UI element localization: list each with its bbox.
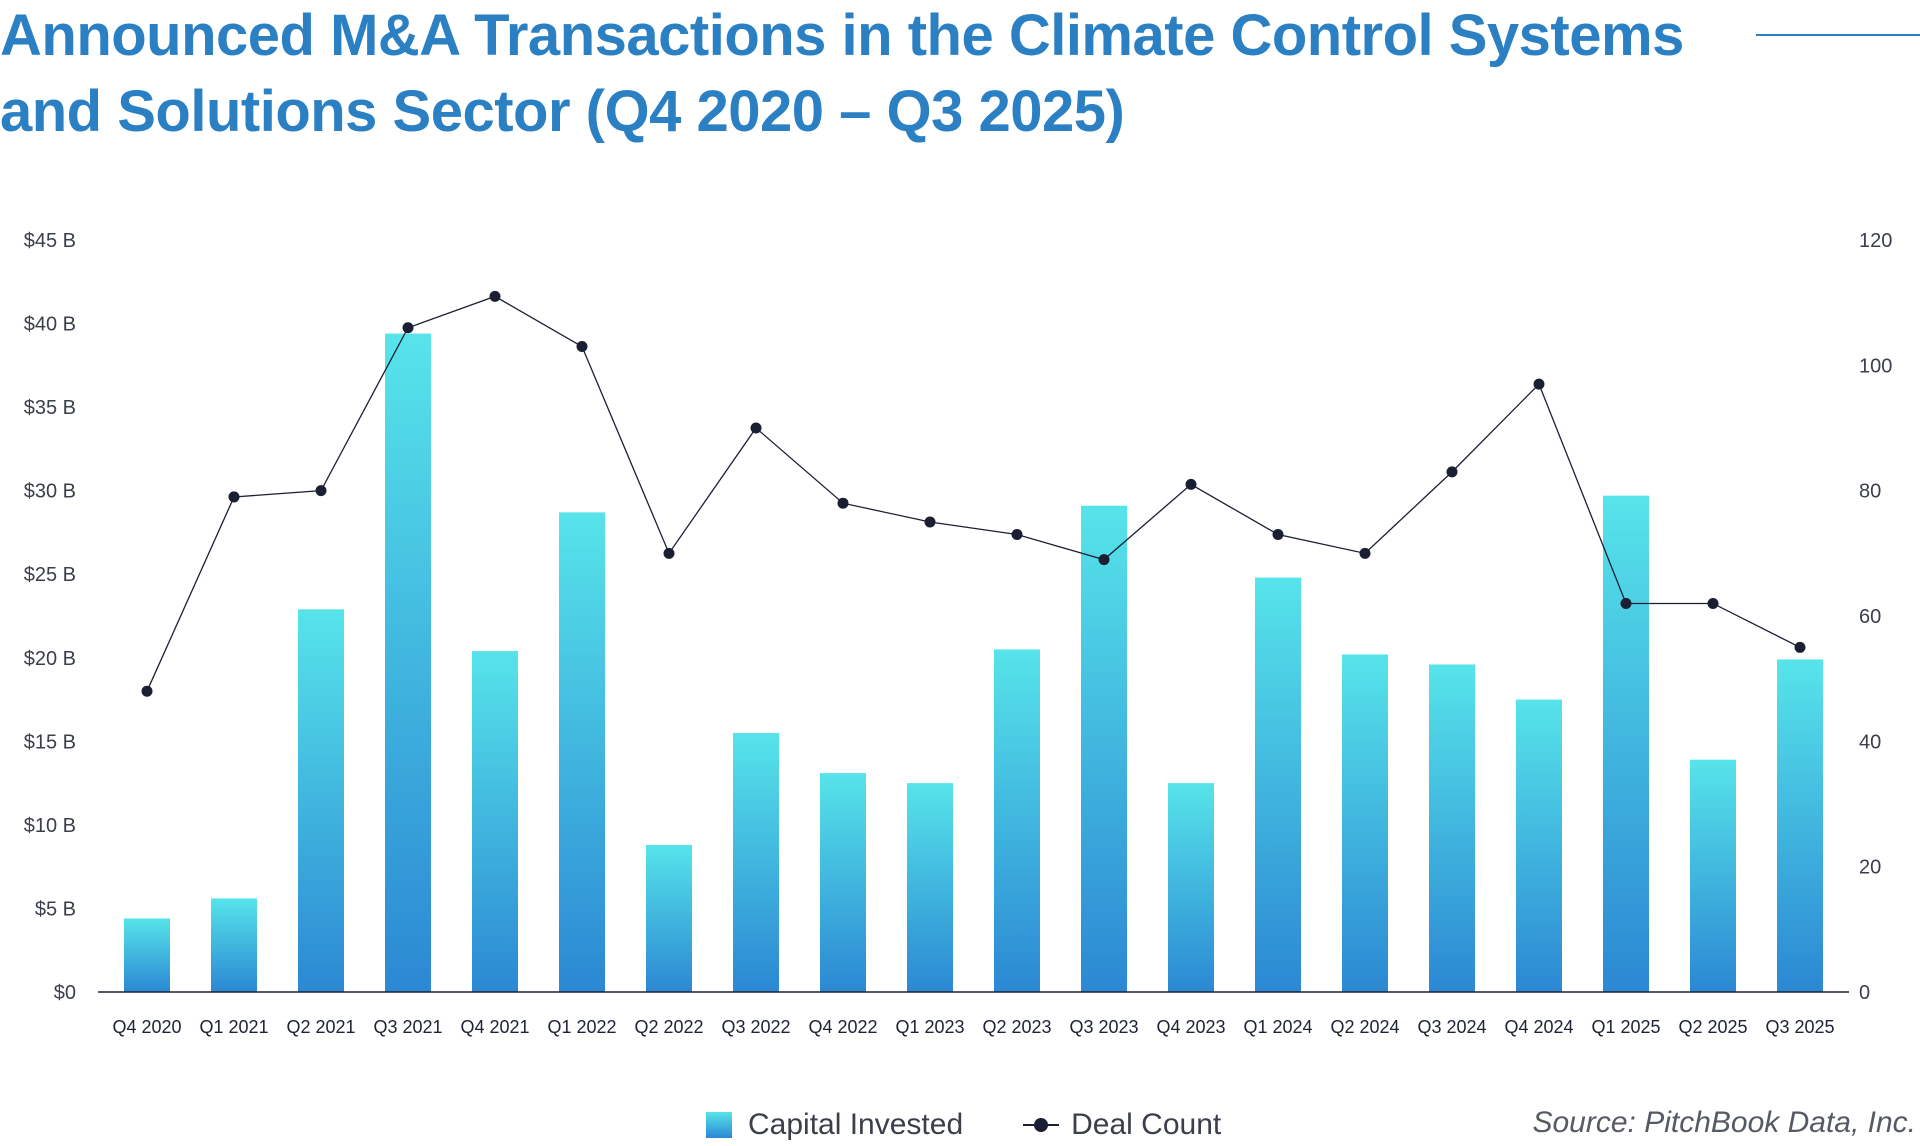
deal-count-point xyxy=(1359,547,1371,559)
deal-count-point xyxy=(1185,478,1197,490)
capital-invested-bar xyxy=(1255,577,1301,992)
left-axis-tick-label: $5 B xyxy=(35,898,76,920)
deal-count-line-group xyxy=(141,290,1806,697)
capital-invested-bar xyxy=(1603,495,1649,992)
right-axis-tick-label: 120 xyxy=(1859,230,1892,252)
deal-count-point xyxy=(141,685,153,697)
deal-count-line xyxy=(146,295,1801,692)
x-axis-tick-label: Q2 2021 xyxy=(286,1017,355,1037)
deal-count-point xyxy=(1098,554,1110,566)
x-axis-tick-label: Q1 2023 xyxy=(895,1017,964,1037)
capital-invested-bar xyxy=(733,732,779,992)
deal-count-point xyxy=(315,485,327,497)
source-note: Source: PitchBook Data, Inc. xyxy=(1532,1106,1916,1139)
deal-count-point xyxy=(228,491,240,503)
title-rule xyxy=(1756,34,1920,36)
right-axis: 0 20 40 60 80 100 120 xyxy=(1859,230,1892,1004)
capital-invested-bar xyxy=(994,649,1040,992)
x-axis-tick-label: Q2 2025 xyxy=(1678,1017,1747,1037)
legend-deal-count-swatch xyxy=(1023,1112,1060,1138)
x-axis-tick-label: Q1 2025 xyxy=(1591,1017,1660,1037)
legend-capital-invested-swatch xyxy=(706,1112,732,1138)
x-axis-tick-label: Q3 2023 xyxy=(1069,1017,1138,1037)
x-axis-tick-label: Q4 2020 xyxy=(112,1017,181,1037)
left-axis-tick-label: $0 xyxy=(54,982,76,1004)
left-axis-tick-label: $25 B xyxy=(24,564,76,586)
deal-count-point xyxy=(1446,466,1458,478)
capital-invested-bar xyxy=(1516,699,1562,992)
left-axis-tick-label: $40 B xyxy=(24,314,76,336)
right-axis-tick-label: 60 xyxy=(1859,606,1881,628)
deal-count-point xyxy=(1533,378,1545,390)
x-axis-tick-label: Q2 2024 xyxy=(1330,1017,1399,1037)
legend-deal-count-label: Deal Count xyxy=(1071,1108,1222,1141)
capital-invested-bar xyxy=(211,898,257,992)
x-axis-tick-label: Q2 2023 xyxy=(982,1017,1051,1037)
deal-count-point xyxy=(402,322,414,334)
chart-title: Announced M&A Transactions in the Climat… xyxy=(0,3,1684,144)
left-axis-tick-label: $35 B xyxy=(24,397,76,419)
right-axis-tick-label: 0 xyxy=(1859,982,1870,1004)
right-axis-tick-label: 100 xyxy=(1859,355,1892,377)
right-axis-tick-label: 80 xyxy=(1859,481,1881,503)
deal-count-point xyxy=(1707,597,1719,609)
capital-invested-bar xyxy=(1081,505,1127,992)
x-axis-tick-label: Q3 2022 xyxy=(721,1017,790,1037)
x-axis-tick-label: Q4 2021 xyxy=(460,1017,529,1037)
deal-count-point xyxy=(1272,529,1284,541)
left-axis-tick-label: $30 B xyxy=(24,481,76,503)
left-axis-tick-label: $10 B xyxy=(24,815,76,837)
x-axis-tick-label: Q1 2021 xyxy=(199,1017,268,1037)
capital-invested-bar xyxy=(820,773,866,992)
legend-capital-invested-label: Capital Invested xyxy=(748,1108,964,1141)
x-axis-tick-label: Q3 2021 xyxy=(373,1017,442,1037)
capital-invested-bar xyxy=(1429,664,1475,992)
left-axis-tick-label: $45 B xyxy=(24,230,76,252)
deal-count-point xyxy=(576,341,588,353)
x-axis-tick-label: Q4 2022 xyxy=(808,1017,877,1037)
capital-invested-bar xyxy=(1342,654,1388,992)
capital-invested-bar xyxy=(907,783,953,992)
capital-invested-bar xyxy=(472,651,518,992)
deal-count-point xyxy=(750,422,762,434)
bars-group xyxy=(124,333,1823,992)
x-axis-tick-label: Q1 2022 xyxy=(547,1017,616,1037)
capital-invested-bar xyxy=(298,609,344,992)
x-axis-tick-label: Q2 2022 xyxy=(634,1017,703,1037)
x-axis-tick-label: Q3 2025 xyxy=(1765,1017,1834,1037)
deal-count-point xyxy=(1794,641,1806,653)
capital-invested-bar xyxy=(385,333,431,992)
deal-count-point xyxy=(489,290,501,302)
x-axis: Q4 2020 Q1 2021 Q2 2021 Q3 2021 Q4 2021 Q1 20… xyxy=(112,1017,1834,1037)
x-axis-tick-label: Q4 2023 xyxy=(1156,1017,1225,1037)
deal-count-point xyxy=(1620,597,1632,609)
right-axis-tick-label: 40 xyxy=(1859,731,1881,753)
x-axis-tick-label: Q1 2024 xyxy=(1243,1017,1312,1037)
capital-invested-bar xyxy=(1690,759,1736,992)
deal-count-point xyxy=(837,497,849,509)
x-axis-tick-label: Q4 2024 xyxy=(1504,1017,1573,1037)
right-axis-tick-label: 20 xyxy=(1859,857,1881,879)
legend: Capital Invested Deal Count xyxy=(706,1108,1221,1142)
capital-invested-bar xyxy=(1777,659,1823,992)
capital-invested-bar xyxy=(1168,783,1214,992)
capital-invested-bar xyxy=(124,918,170,992)
left-axis-tick-label: $20 B xyxy=(24,648,76,670)
left-axis: $0 $5 B $10 B $15 B $20 B $25 B $30 B $35 B $40 … xyxy=(24,230,76,1004)
left-axis-tick-label: $15 B xyxy=(24,731,76,753)
deal-count-point xyxy=(924,516,936,528)
x-axis-tick-label: Q3 2024 xyxy=(1417,1017,1486,1037)
capital-invested-bar xyxy=(646,844,692,992)
deal-count-point xyxy=(1011,529,1023,541)
deal-count-point xyxy=(663,547,675,559)
capital-invested-bar xyxy=(559,512,605,992)
